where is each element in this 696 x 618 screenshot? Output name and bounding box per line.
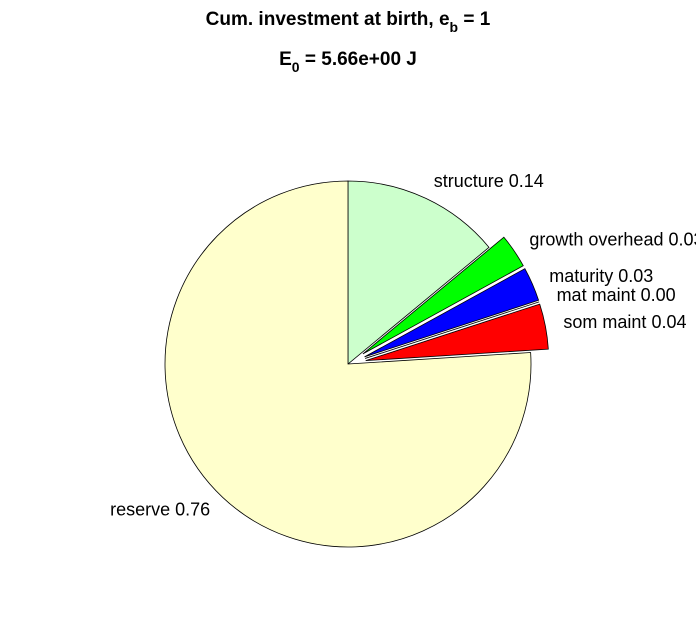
- subtitle-part: E: [279, 49, 292, 70]
- slice-name: mat maint: [557, 285, 636, 305]
- slice-value: 0.00: [641, 285, 676, 305]
- pie-slice: [365, 303, 549, 362]
- pie-slice: [364, 268, 540, 358]
- title-part: Cum. investment at birth, e: [206, 9, 450, 30]
- slice-label: reserve 0.76: [110, 499, 210, 519]
- slice-name: reserve: [110, 499, 170, 519]
- title-part: = 1: [458, 9, 491, 30]
- slice-label: som maint 0.04: [563, 312, 686, 332]
- slice-label: growth overhead 0.03: [529, 229, 696, 249]
- slice-name: som maint: [563, 312, 646, 332]
- pie-slice: [164, 180, 532, 548]
- slice-value: 0.03: [668, 229, 696, 249]
- slice-value: 0.04: [651, 312, 686, 332]
- slice-value: 0.14: [509, 171, 544, 191]
- slice-label: structure 0.14: [434, 171, 544, 191]
- slice-value: 0.03: [618, 266, 653, 286]
- slice-name: growth overhead: [529, 229, 663, 249]
- subtitle-part: = 5.66e+00 J: [300, 49, 417, 70]
- pie-slice: [362, 236, 524, 355]
- pie-slice: [364, 301, 540, 359]
- slice-label: maturity 0.03: [549, 266, 653, 286]
- slice-name: structure: [434, 171, 504, 191]
- slice-name: maturity: [549, 266, 613, 286]
- slice-label: mat maint 0.00: [557, 285, 676, 305]
- chart-subtitle: E0 = 5.66e+00 J: [279, 49, 417, 75]
- slice-value: 0.76: [175, 499, 210, 519]
- title-subscript: b: [450, 19, 459, 35]
- chart-title: Cum. investment at birth, eb = 1: [206, 9, 491, 35]
- pie-slice: [347, 180, 490, 365]
- subtitle-subscript: 0: [292, 59, 300, 75]
